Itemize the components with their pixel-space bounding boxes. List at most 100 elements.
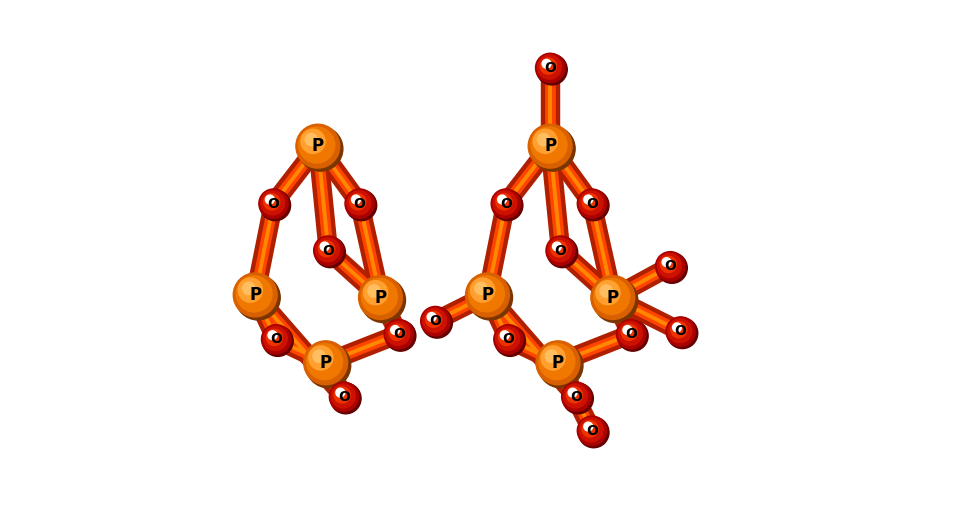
- Text: P: P: [482, 286, 493, 304]
- Circle shape: [538, 343, 583, 388]
- Circle shape: [296, 124, 339, 168]
- Circle shape: [306, 343, 351, 388]
- Circle shape: [425, 311, 442, 327]
- Circle shape: [304, 341, 348, 385]
- Circle shape: [539, 343, 575, 379]
- Circle shape: [320, 242, 329, 251]
- Circle shape: [266, 329, 283, 346]
- Text: O: O: [502, 333, 515, 346]
- Circle shape: [306, 343, 342, 379]
- Circle shape: [368, 285, 380, 297]
- Circle shape: [346, 190, 376, 221]
- Text: P: P: [312, 137, 324, 155]
- Circle shape: [332, 384, 355, 408]
- Circle shape: [361, 278, 406, 323]
- Circle shape: [548, 238, 571, 262]
- Circle shape: [662, 258, 671, 267]
- Circle shape: [298, 127, 334, 163]
- Circle shape: [331, 383, 361, 414]
- Circle shape: [422, 307, 452, 338]
- Circle shape: [330, 382, 359, 411]
- Circle shape: [617, 321, 648, 351]
- Circle shape: [262, 326, 293, 357]
- Circle shape: [350, 194, 366, 210]
- Circle shape: [566, 387, 582, 403]
- Circle shape: [494, 326, 526, 357]
- Circle shape: [259, 189, 288, 218]
- Circle shape: [537, 134, 550, 146]
- Circle shape: [314, 236, 343, 265]
- Circle shape: [364, 281, 388, 305]
- Circle shape: [493, 191, 517, 215]
- Circle shape: [422, 309, 447, 333]
- Circle shape: [579, 191, 604, 215]
- Circle shape: [466, 273, 509, 317]
- Circle shape: [584, 195, 593, 204]
- Circle shape: [315, 237, 345, 268]
- Circle shape: [553, 242, 562, 251]
- Circle shape: [533, 129, 558, 153]
- Circle shape: [475, 282, 488, 294]
- Text: O: O: [270, 333, 282, 346]
- Circle shape: [577, 189, 606, 218]
- Text: O: O: [500, 197, 512, 210]
- Circle shape: [334, 387, 350, 403]
- Circle shape: [391, 326, 400, 335]
- Text: O: O: [555, 244, 566, 257]
- Text: O: O: [544, 61, 556, 75]
- Circle shape: [563, 383, 594, 414]
- Circle shape: [541, 346, 565, 370]
- Circle shape: [655, 252, 684, 281]
- Text: O: O: [338, 390, 350, 404]
- Circle shape: [313, 350, 326, 362]
- Circle shape: [596, 281, 620, 305]
- Circle shape: [362, 278, 398, 314]
- Circle shape: [656, 253, 687, 283]
- Text: O: O: [323, 244, 334, 257]
- Circle shape: [547, 237, 577, 268]
- Circle shape: [495, 327, 520, 351]
- Circle shape: [468, 275, 513, 320]
- Circle shape: [386, 322, 410, 346]
- Circle shape: [236, 276, 272, 312]
- Text: O: O: [393, 327, 405, 341]
- Circle shape: [500, 331, 509, 340]
- Text: P: P: [552, 354, 564, 372]
- Circle shape: [562, 382, 591, 411]
- Text: O: O: [586, 424, 598, 437]
- Circle shape: [530, 126, 575, 171]
- Circle shape: [336, 388, 345, 397]
- Circle shape: [531, 127, 567, 163]
- Circle shape: [233, 273, 277, 317]
- Circle shape: [577, 416, 606, 445]
- Text: O: O: [664, 259, 676, 273]
- Circle shape: [298, 126, 343, 171]
- Circle shape: [618, 322, 643, 346]
- Circle shape: [667, 318, 698, 349]
- Circle shape: [671, 322, 687, 338]
- Text: P: P: [320, 354, 332, 372]
- Circle shape: [582, 194, 599, 210]
- Circle shape: [496, 194, 512, 210]
- Circle shape: [384, 319, 413, 349]
- Circle shape: [263, 194, 280, 210]
- Circle shape: [536, 54, 567, 85]
- Circle shape: [352, 195, 361, 204]
- Circle shape: [497, 195, 506, 204]
- Circle shape: [616, 319, 645, 349]
- Circle shape: [593, 278, 638, 323]
- Circle shape: [420, 306, 449, 336]
- Circle shape: [540, 58, 557, 74]
- Circle shape: [582, 421, 599, 437]
- Text: O: O: [625, 327, 637, 341]
- Circle shape: [551, 241, 566, 257]
- Circle shape: [621, 324, 638, 340]
- Text: O: O: [354, 197, 366, 210]
- Circle shape: [578, 190, 609, 221]
- Circle shape: [309, 346, 332, 370]
- Text: P: P: [606, 289, 619, 306]
- Circle shape: [236, 275, 280, 320]
- Circle shape: [268, 331, 277, 340]
- Circle shape: [546, 236, 575, 265]
- Text: O: O: [267, 197, 280, 210]
